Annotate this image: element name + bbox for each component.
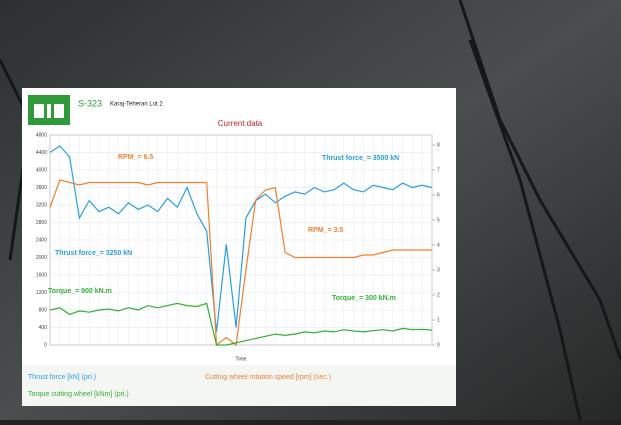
legend-entry: Cutting wheel rotation speed [rpm] (sec.… [205, 374, 331, 381]
logo [28, 95, 70, 125]
legend-entry: Torque cutting wheel [kNm] (pri.) [28, 391, 129, 398]
series-line [49, 145, 433, 332]
y2-tick-label: 4 [437, 242, 440, 248]
y-tick-label: 2800 [36, 220, 47, 226]
chart-title: Current data [218, 119, 263, 128]
legend-entry: Thrust force [kN] (pri.) [28, 374, 96, 381]
annotation: Thrust force_= 3500 kN [322, 155, 399, 162]
y-tick-label: 3200 [36, 202, 47, 208]
legend-area [22, 365, 456, 406]
annotation: Thrust force_= 3250 kN [55, 250, 132, 257]
project-name: Karaj-Teheran Lot 2 [110, 102, 163, 108]
annotation: Torque_= 300 kN.m [332, 295, 396, 302]
y-tick-label: 4000 [36, 167, 47, 173]
series-line [49, 302, 433, 346]
y-tick-label: 2000 [36, 255, 47, 261]
y-tick-label: 4800 [36, 132, 47, 138]
y2-tick-label: 5 [437, 217, 440, 223]
y-tick-label: 1200 [36, 290, 47, 296]
y-tick-label: 400 [39, 325, 48, 331]
y-tick-label: 1600 [36, 272, 47, 278]
y2-tick-label: 6 [437, 192, 440, 198]
annotation: RPM_= 6.5 [118, 154, 153, 161]
y-tick-label: 2400 [36, 237, 47, 243]
machine-code: S-323 [78, 98, 102, 108]
y2-tick-label: 3 [437, 267, 440, 273]
y-tick-label: 0 [44, 342, 47, 348]
y2-tick-label: 7 [437, 167, 440, 173]
series-line [49, 179, 432, 347]
y-tick-label: 800 [39, 307, 48, 313]
y2-tick-label: 1 [437, 317, 440, 323]
x-axis-label: Time [236, 356, 247, 362]
y-tick-label: 3600 [36, 185, 47, 191]
y2-tick-label: 2 [437, 292, 440, 298]
y-tick-label: 4400 [36, 150, 47, 156]
y2-tick-label: 8 [437, 142, 440, 148]
y2-tick-label: 0 [437, 342, 440, 348]
annotation: Torque_= 900 kN.m [48, 288, 112, 295]
annotation: RPM_= 3.5 [308, 227, 343, 234]
